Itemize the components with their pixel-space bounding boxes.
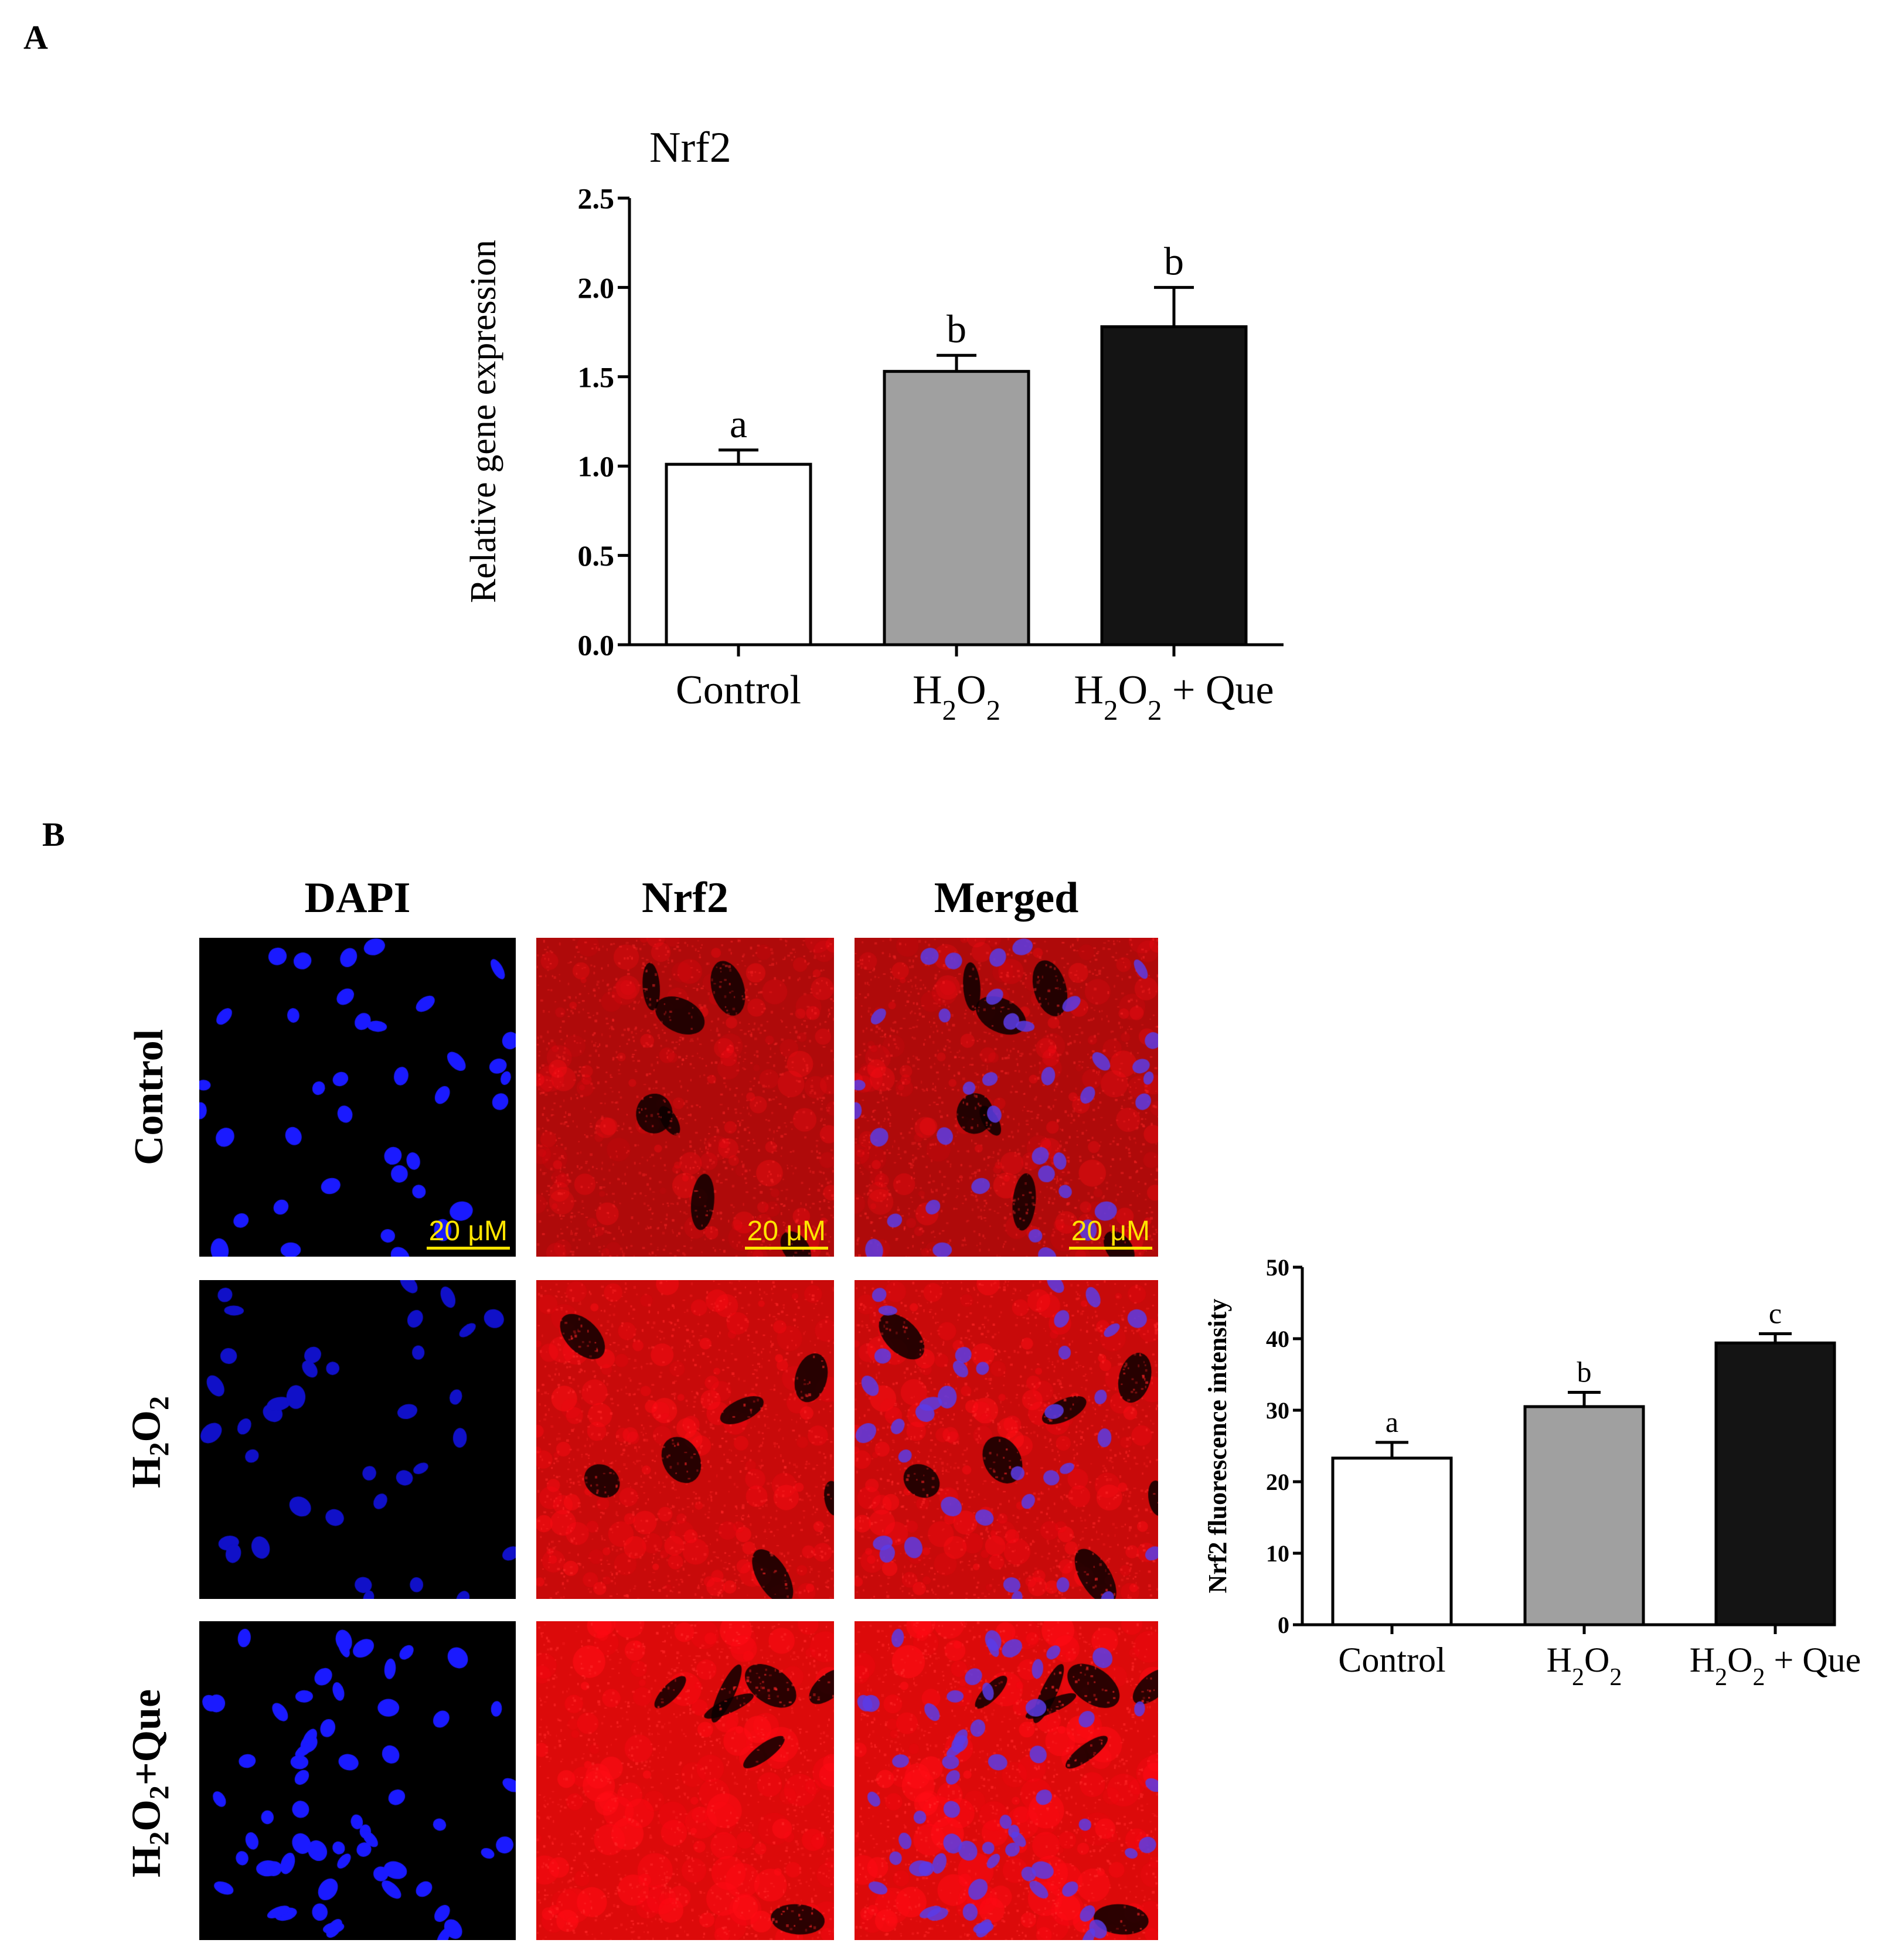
row-header-1: H2O2: [124, 1396, 175, 1488]
bar-0: [1331, 1457, 1453, 1626]
category-label: H2O2: [913, 668, 1000, 726]
scale-bar: 20 μM: [1068, 1217, 1152, 1250]
column-header-nrf2: Nrf2: [642, 874, 729, 922]
column-header-dapi: DAPI: [304, 874, 411, 922]
y-tick-label: 1.0: [578, 450, 615, 483]
y-tick-label: 30: [1266, 1397, 1289, 1424]
micrograph-merged-1: [855, 1280, 1158, 1599]
panel-label-b: B: [42, 815, 65, 853]
y-tick-label: 0: [1278, 1612, 1289, 1638]
bar-2: [1100, 325, 1248, 646]
scale-bar: 20 μM: [426, 1217, 510, 1250]
chart-gene-expression: Nrf2 Relative gene expression 0.0 0.5 1.0 1.5…: [464, 124, 1284, 726]
micrograph-nrf2-2: [536, 1621, 834, 1940]
category-label: H2O2 + Que: [1690, 1641, 1861, 1691]
y-tick-label: 2.5: [578, 182, 615, 215]
micrograph-dapi-2: [199, 1621, 516, 1940]
significance-letter: b: [1577, 1356, 1592, 1389]
significance-letter: a: [730, 401, 747, 446]
bar-0: [665, 462, 812, 646]
micrograph-dapi-0: 20 μM: [199, 938, 516, 1257]
scale-bar: 20 μM: [744, 1217, 828, 1250]
y-tick-label: 1.5: [578, 360, 615, 393]
y-tick-label: 0.0: [578, 629, 615, 662]
row-header-0: Control: [127, 1029, 172, 1166]
micrograph-merged-2: [855, 1621, 1158, 1940]
category-label: Control: [676, 668, 801, 713]
significance-letter: b: [947, 307, 966, 351]
category-label: H2O2: [1547, 1641, 1622, 1691]
micrograph-dapi-1: [199, 1280, 516, 1599]
bar-2: [1714, 1341, 1836, 1626]
y-axis-label: Nrf2 fluorescence intensity: [1203, 1299, 1232, 1594]
chart-title: Nrf2: [649, 124, 731, 172]
y-tick-label: 2.0: [578, 271, 615, 304]
column-header-merged: Merged: [934, 874, 1079, 922]
significance-letter: c: [1769, 1297, 1782, 1329]
y-axis-label: Relative gene expression: [464, 240, 503, 603]
y-tick-label: 20: [1266, 1469, 1289, 1495]
bar-1: [883, 370, 1030, 646]
y-tick-label: 40: [1266, 1326, 1289, 1352]
panel-label-a: A: [23, 18, 48, 56]
micrograph-merged-0: 20 μM: [855, 938, 1158, 1257]
category-label: H2O2 + Que: [1074, 668, 1274, 726]
row-header-2: H2O2+Que: [124, 1689, 175, 1878]
micrograph-nrf2-1: [536, 1280, 834, 1599]
category-label: Control: [1338, 1641, 1445, 1679]
y-tick-label: 10: [1266, 1540, 1289, 1567]
significance-letter: a: [1386, 1406, 1398, 1438]
y-tick-label: 0.5: [578, 539, 615, 572]
y-tick-label: 50: [1266, 1254, 1289, 1281]
bar-1: [1523, 1405, 1645, 1626]
significance-letter: b: [1164, 239, 1184, 283]
micrograph-nrf2-0: 20 μM: [536, 938, 834, 1257]
